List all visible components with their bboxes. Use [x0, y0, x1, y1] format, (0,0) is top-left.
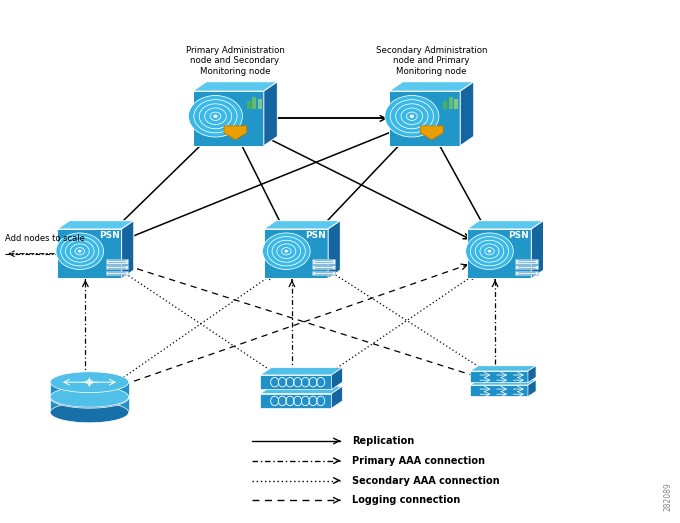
Text: PSN: PSN	[509, 231, 529, 240]
Polygon shape	[471, 380, 536, 385]
Polygon shape	[224, 126, 247, 140]
Circle shape	[409, 115, 414, 118]
Text: PSN: PSN	[305, 231, 326, 240]
Text: 282089: 282089	[664, 482, 673, 511]
Polygon shape	[192, 91, 264, 146]
Text: Primary AAA connection: Primary AAA connection	[352, 456, 486, 466]
Polygon shape	[57, 229, 122, 278]
Polygon shape	[328, 221, 340, 278]
Polygon shape	[389, 91, 460, 146]
Polygon shape	[471, 385, 528, 396]
Polygon shape	[50, 382, 129, 398]
Polygon shape	[528, 366, 536, 382]
Polygon shape	[460, 82, 474, 146]
Polygon shape	[264, 229, 328, 278]
Polygon shape	[260, 375, 332, 390]
Text: PSN: PSN	[99, 231, 120, 240]
Ellipse shape	[50, 402, 129, 423]
Bar	[515, 265, 538, 269]
Circle shape	[262, 233, 310, 269]
Polygon shape	[528, 380, 536, 396]
Bar	[105, 259, 128, 264]
Bar	[515, 271, 538, 276]
Polygon shape	[260, 368, 342, 375]
Bar	[449, 97, 453, 109]
Polygon shape	[531, 221, 543, 278]
Polygon shape	[332, 386, 342, 408]
Bar	[312, 259, 335, 264]
Ellipse shape	[50, 372, 129, 393]
Bar	[454, 99, 458, 109]
Text: Primary Administration
node and Secondary
Monitoring node: Primary Administration node and Secondar…	[186, 46, 284, 75]
Bar	[258, 99, 262, 109]
Text: Replication: Replication	[352, 436, 414, 446]
Polygon shape	[389, 82, 474, 91]
Circle shape	[488, 250, 492, 253]
Ellipse shape	[50, 388, 129, 408]
Polygon shape	[471, 371, 528, 382]
Bar	[252, 97, 256, 109]
Circle shape	[78, 250, 82, 253]
Polygon shape	[260, 394, 332, 408]
Polygon shape	[420, 126, 443, 140]
Circle shape	[214, 115, 218, 118]
Circle shape	[385, 96, 439, 137]
Bar	[105, 271, 128, 276]
Polygon shape	[264, 82, 277, 146]
Text: Logging connection: Logging connection	[352, 495, 460, 505]
Polygon shape	[332, 368, 342, 390]
Bar	[312, 265, 335, 269]
Bar	[443, 101, 447, 109]
Text: Secondary AAA connection: Secondary AAA connection	[352, 475, 500, 485]
Bar	[105, 265, 128, 269]
Circle shape	[56, 233, 103, 269]
Text: Add nodes to scale: Add nodes to scale	[5, 234, 84, 243]
Polygon shape	[122, 221, 134, 278]
Text: Secondary Administration
node and Primary
Monitoring node: Secondary Administration node and Primar…	[375, 46, 487, 75]
Polygon shape	[467, 221, 543, 229]
Circle shape	[284, 250, 288, 253]
Polygon shape	[50, 397, 129, 412]
Bar	[515, 259, 538, 264]
Polygon shape	[260, 386, 342, 394]
Bar	[312, 271, 335, 276]
Polygon shape	[264, 221, 340, 229]
Bar	[247, 101, 251, 109]
Polygon shape	[192, 82, 277, 91]
Circle shape	[188, 96, 243, 137]
Ellipse shape	[50, 386, 129, 407]
Polygon shape	[467, 229, 531, 278]
Circle shape	[466, 233, 513, 269]
Polygon shape	[57, 221, 134, 229]
Polygon shape	[471, 366, 536, 371]
